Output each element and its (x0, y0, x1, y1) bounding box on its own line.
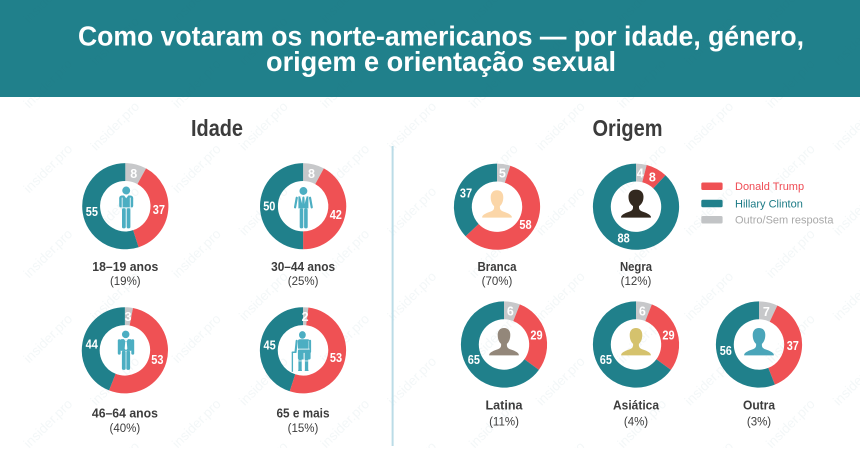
svg-text:6: 6 (639, 305, 646, 319)
svg-text:56: 56 (720, 344, 732, 358)
svg-text:8: 8 (308, 167, 315, 181)
svg-text:45: 45 (264, 338, 276, 352)
svg-text:30–44 anos: 30–44 anos (271, 259, 335, 274)
svg-text:65: 65 (468, 353, 480, 367)
svg-text:37: 37 (460, 187, 472, 201)
svg-text:65: 65 (600, 353, 612, 367)
svg-text:88: 88 (618, 232, 630, 246)
svg-text:53: 53 (151, 353, 163, 367)
svg-text:(11%): (11%) (489, 417, 519, 429)
svg-text:Idade: Idade (191, 115, 243, 141)
svg-text:8: 8 (130, 167, 137, 181)
svg-text:Negra: Negra (620, 259, 653, 274)
svg-text:Latina: Latina (486, 398, 524, 413)
svg-text:55: 55 (86, 205, 98, 219)
svg-text:origem e orientação sexual: origem e orientação sexual (266, 46, 616, 77)
svg-text:Outro/Sem resposta: Outro/Sem resposta (735, 215, 834, 227)
svg-text:46–64 anos: 46–64 anos (92, 405, 158, 420)
svg-text:Asiática: Asiática (613, 398, 660, 413)
svg-text:7: 7 (763, 305, 770, 319)
svg-text:42: 42 (330, 208, 342, 222)
svg-text:3: 3 (125, 310, 132, 324)
svg-text:(3%): (3%) (747, 417, 771, 429)
svg-text:(70%): (70%) (482, 276, 513, 288)
svg-text:18–19 anos: 18–19 anos (92, 259, 158, 274)
svg-text:Branca: Branca (478, 259, 518, 274)
svg-text:Donald Trump: Donald Trump (735, 181, 804, 193)
svg-text:44: 44 (86, 337, 98, 351)
svg-text:6: 6 (507, 305, 514, 319)
svg-text:Origem: Origem (593, 115, 663, 141)
svg-text:(25%): (25%) (288, 276, 319, 288)
svg-text:8: 8 (649, 171, 656, 185)
svg-text:29: 29 (530, 329, 542, 343)
svg-text:(15%): (15%) (288, 423, 319, 435)
svg-text:37: 37 (153, 203, 165, 217)
svg-text:37: 37 (787, 339, 799, 353)
svg-text:2: 2 (302, 310, 309, 324)
svg-text:29: 29 (662, 329, 674, 343)
svg-text:(4%): (4%) (624, 417, 648, 429)
svg-text:65 e mais: 65 e mais (277, 405, 330, 420)
svg-text:5: 5 (499, 167, 506, 181)
svg-text:(40%): (40%) (110, 423, 141, 435)
svg-text:Hillary Clinton: Hillary Clinton (735, 198, 803, 210)
svg-text:Como votaram os norte-american: Como votaram os norte-americanos — por i… (78, 21, 804, 52)
svg-text:(19%): (19%) (110, 276, 141, 288)
svg-text:(12%): (12%) (621, 276, 652, 288)
svg-text:53: 53 (330, 351, 342, 365)
svg-text:Outra: Outra (743, 398, 776, 413)
svg-text:4: 4 (637, 167, 644, 181)
svg-text:50: 50 (263, 200, 275, 214)
svg-text:58: 58 (519, 218, 531, 232)
